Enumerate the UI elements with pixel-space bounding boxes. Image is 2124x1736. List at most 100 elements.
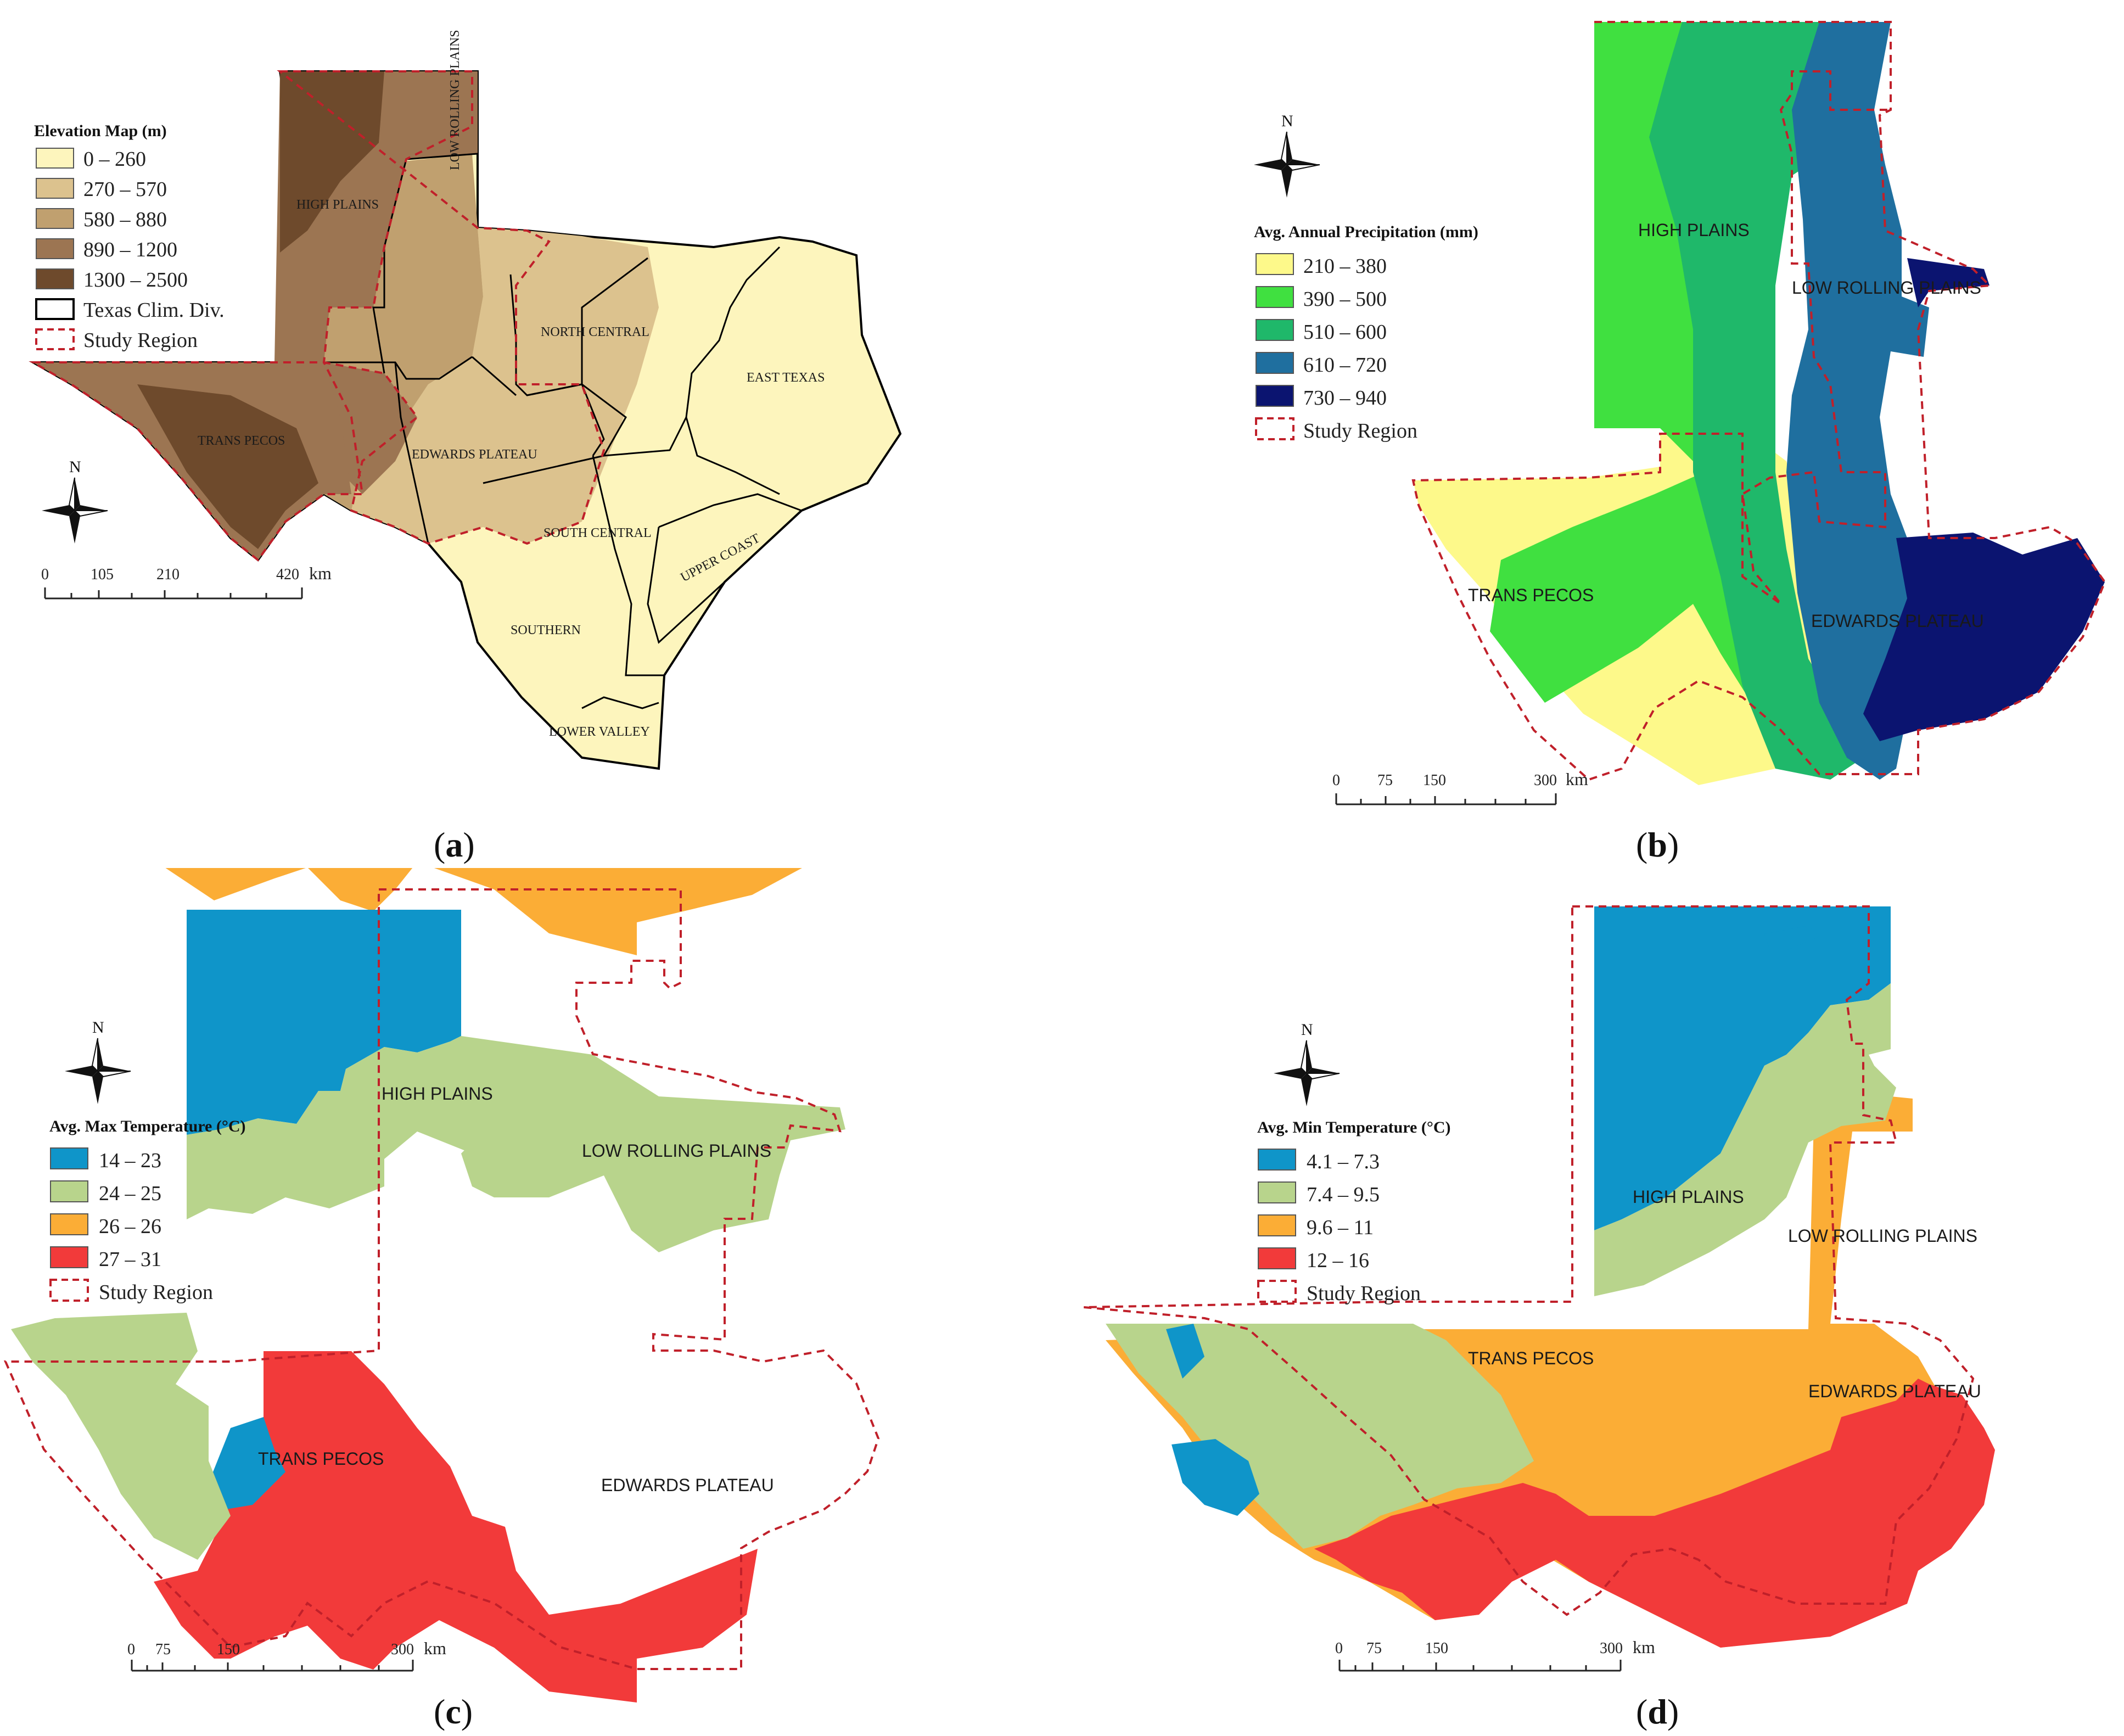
region-label-trans-pecos: TRANS PECOS xyxy=(258,1449,384,1469)
scale-bar: 0 75 150 300 km xyxy=(1332,769,1588,805)
legend-label-1: 24 – 25 xyxy=(99,1182,161,1205)
legend-title: Avg. Annual Precipitation (mm) xyxy=(1254,223,1478,241)
panel-caption-d: (d) xyxy=(1636,1692,1679,1731)
legend-label-2: 9.6 – 11 xyxy=(1307,1216,1374,1239)
region-label-trans-pecos: TRANS PECOS xyxy=(198,434,285,448)
elev-band-mountains xyxy=(137,384,318,549)
region-label-high-plains: HIGH PLAINS xyxy=(1638,220,1750,240)
scale-bar: 0 75 150 300 km xyxy=(127,1638,446,1672)
legend-swatch-1 xyxy=(1256,286,1294,308)
legend-swatch-5 xyxy=(35,298,75,320)
legend-title: Avg. Min Temperature (°C) xyxy=(1257,1118,1451,1136)
study-region-map xyxy=(1083,905,1995,1648)
scale-tick-label-3: 420 xyxy=(276,566,299,583)
precip-band-610 xyxy=(1786,22,1929,780)
scale-tick-label-1: 75 xyxy=(1377,772,1393,789)
scale-tick-label-1: 75 xyxy=(155,1641,171,1658)
legend-label-2: 510 – 600 xyxy=(1303,321,1387,344)
legend-title: Elevation Map (m) xyxy=(34,122,167,140)
scale-unit: km xyxy=(424,1638,446,1658)
precip-band-730 xyxy=(1907,258,1990,307)
legend-label-1: 7.4 – 9.5 xyxy=(1307,1183,1380,1206)
north-label: N xyxy=(1301,1021,1313,1039)
legend-swatch-0 xyxy=(36,148,74,169)
region-label-trans-pecos: TRANS PECOS xyxy=(1468,1348,1594,1368)
panel-caption-c: (c) xyxy=(434,1692,473,1731)
north-label: N xyxy=(92,1018,104,1037)
precip-band-510 xyxy=(1649,22,1863,780)
region-label-edwards-plateau: EDWARDS PLATEAU xyxy=(601,1475,774,1495)
region-label-high-plains: HIGH PLAINS xyxy=(296,198,379,212)
region-label-high-plains: HIGH PLAINS xyxy=(1633,1187,1744,1207)
legend-swatch-4 xyxy=(1257,1280,1297,1303)
panel-caption-a: (a) xyxy=(434,825,475,864)
scale-tick-label-2: 150 xyxy=(217,1641,240,1658)
legend-swatch-3 xyxy=(50,1246,88,1268)
scale-tick-label-0: 0 xyxy=(127,1641,135,1658)
scale-unit: km xyxy=(309,563,332,583)
elev-band-890 xyxy=(324,362,417,494)
scale-tick-label-3: 300 xyxy=(391,1641,414,1658)
region-label-east-texas: EAST TEXAS xyxy=(747,371,825,385)
legend-label-1: 390 – 500 xyxy=(1303,288,1387,311)
legend-label-3: 610 – 720 xyxy=(1303,354,1387,377)
north-arrow-icon: N xyxy=(65,1018,131,1104)
north-arrow-icon: N xyxy=(42,458,108,544)
legend-swatch-0 xyxy=(1258,1149,1296,1171)
legend-label-1: 270 – 570 xyxy=(83,178,167,201)
legend-swatch-0 xyxy=(1256,253,1294,275)
legend-label-4: Study Region xyxy=(99,1281,213,1304)
scale-tick-label-3: 300 xyxy=(1600,1640,1623,1657)
panel-caption-b: (b) xyxy=(1636,825,1679,864)
region-label-north-central: NORTH CENTRAL xyxy=(541,325,649,339)
scale-tick-label-2: 210 xyxy=(156,566,180,583)
region-label-low-rolling-plains: LOW ROLLING PLAINS xyxy=(1792,278,1981,298)
region-label-southern: SOUTHERN xyxy=(511,623,581,637)
study-region-outline xyxy=(29,70,606,562)
legend: Avg. Min Temperature (°C) 4.1 – 7.3 7.4 … xyxy=(1257,1118,1451,1305)
legend-swatch-3 xyxy=(36,238,74,259)
tmin-band-7-4 xyxy=(1594,983,1896,1296)
region-label-high-plains: HIGH PLAINS xyxy=(382,1084,493,1104)
region-label-lower-valley: LOWER VALLEY xyxy=(549,725,650,739)
scale-unit: km xyxy=(1566,769,1588,789)
legend-label-4: Study Region xyxy=(1307,1282,1421,1305)
legend-swatch-4 xyxy=(36,268,74,289)
region-label-edwards-plateau: EDWARDS PLATEAU xyxy=(412,447,537,462)
legend-swatch-1 xyxy=(50,1180,88,1202)
panel-max-temperature-map: HIGH PLAINS LOW ROLLING PLAINS TRANS PEC… xyxy=(0,868,1062,1736)
legend-label-0: 210 – 380 xyxy=(1303,255,1387,278)
legend-swatch-5 xyxy=(1255,417,1294,440)
region-label-south-central: SOUTH CENTRAL xyxy=(543,526,652,540)
tmin-band-4-1 xyxy=(1594,906,1891,1230)
legend-label-5: Texas Clim. Div. xyxy=(83,299,225,322)
scale-tick-label-2: 150 xyxy=(1423,772,1446,789)
legend-swatch-4 xyxy=(1256,385,1294,407)
tmin-band-4-1-mountains xyxy=(1172,1439,1259,1516)
legend-label-3: 12 – 16 xyxy=(1307,1249,1369,1272)
legend-label-5: Study Region xyxy=(1303,419,1417,443)
scale-tick-label-0: 0 xyxy=(1332,772,1340,789)
legend-label-2: 26 – 26 xyxy=(99,1215,161,1238)
legend-swatch-2 xyxy=(1256,319,1294,341)
legend-label-2: 580 – 880 xyxy=(83,208,167,231)
legend-swatch-2 xyxy=(36,208,74,229)
legend-label-6: Study Region xyxy=(83,329,198,352)
legend-label-0: 14 – 23 xyxy=(99,1149,161,1172)
study-region-outline xyxy=(3,888,880,1670)
legend-swatch-2 xyxy=(50,1213,88,1235)
legend-swatch-3 xyxy=(1258,1247,1296,1269)
legend-swatch-1 xyxy=(1258,1181,1296,1203)
legend-label-3: 890 – 1200 xyxy=(83,238,177,261)
north-arrow-icon: N xyxy=(1254,112,1320,198)
scale-tick-label-0: 0 xyxy=(1335,1640,1343,1657)
north-label: N xyxy=(69,458,81,476)
tmin-band-4-1-north-patch xyxy=(1166,1324,1204,1379)
scale-bar: 0 75 150 300 km xyxy=(1335,1637,1655,1672)
legend-label-4: 1300 – 2500 xyxy=(83,268,188,292)
texas-map xyxy=(29,70,902,770)
region-label-edwards-plateau: EDWARDS PLATEAU xyxy=(1811,611,1984,631)
scale-bar: 0 105 210 420 km xyxy=(41,563,332,600)
tmax-band-24-low-rolling xyxy=(461,1036,845,1252)
tmin-band-12 xyxy=(1314,1379,1995,1648)
